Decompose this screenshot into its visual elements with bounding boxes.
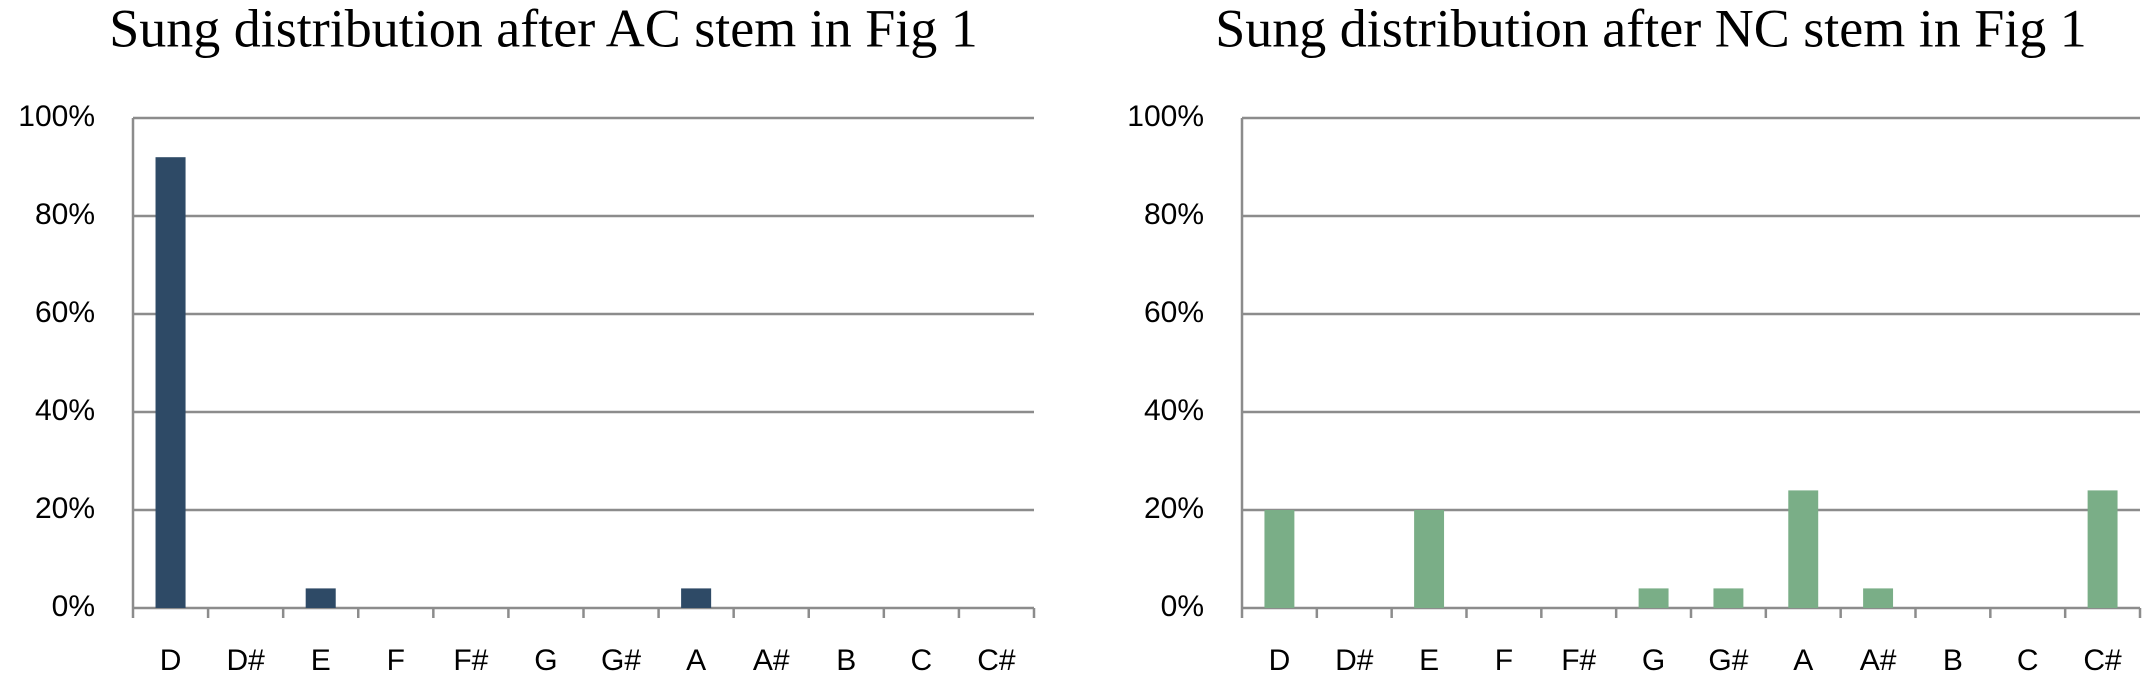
bar — [1713, 588, 1744, 608]
bar — [1414, 510, 1445, 608]
x-tick-label: D# — [226, 644, 265, 677]
chart-title: Sung distribution after NC stem in Fig 1 — [1215, 0, 2087, 58]
y-tick-label: 40% — [1144, 394, 1204, 427]
x-tick-label: C# — [977, 644, 1016, 677]
y-tick-label: 60% — [35, 296, 95, 329]
bar — [155, 157, 186, 608]
y-tick-label: 100% — [1127, 100, 1204, 133]
x-tick-label: F — [387, 644, 405, 677]
x-tick-label: E — [311, 644, 331, 677]
y-tick-label: 60% — [1144, 296, 1204, 329]
x-tick-label: A — [1793, 644, 1813, 677]
x-tick-label: C# — [2083, 644, 2122, 677]
x-tick-label: B — [1943, 644, 1963, 677]
x-tick-label: B — [836, 644, 856, 677]
y-tick-label: 20% — [35, 492, 95, 525]
x-tick-label: D — [160, 644, 182, 677]
x-tick-label: F — [1495, 644, 1513, 677]
y-tick-label: 100% — [18, 100, 95, 133]
x-tick-label: G# — [601, 644, 641, 677]
x-tick-label: D# — [1335, 644, 1374, 677]
y-tick-label: 80% — [35, 198, 95, 231]
x-tick-label: E — [1419, 644, 1439, 677]
bar — [1788, 490, 1819, 608]
x-tick-label: A — [686, 644, 706, 677]
x-tick-label: C — [911, 644, 933, 677]
y-tick-label: 0% — [1161, 590, 1204, 623]
y-tick-label: 80% — [1144, 198, 1204, 231]
x-tick-label: G — [534, 644, 557, 677]
bar — [1264, 510, 1295, 608]
x-tick-label: A# — [753, 644, 790, 677]
chart-title: Sung distribution after AC stem in Fig 1 — [109, 0, 978, 58]
x-tick-label: D — [1269, 644, 1291, 677]
x-tick-label: C — [2017, 644, 2039, 677]
x-tick-label: G# — [1708, 644, 1748, 677]
bar — [305, 588, 336, 608]
x-tick-label: A# — [1860, 644, 1897, 677]
y-tick-label: 40% — [35, 394, 95, 427]
y-tick-label: 20% — [1144, 492, 1204, 525]
bar — [1863, 588, 1894, 608]
x-tick-label: G — [1642, 644, 1665, 677]
bar — [1638, 588, 1669, 608]
y-tick-label: 0% — [52, 590, 95, 623]
x-tick-label: F# — [1561, 644, 1596, 677]
bar — [681, 588, 712, 608]
x-tick-label: F# — [453, 644, 488, 677]
bar — [2087, 490, 2118, 608]
